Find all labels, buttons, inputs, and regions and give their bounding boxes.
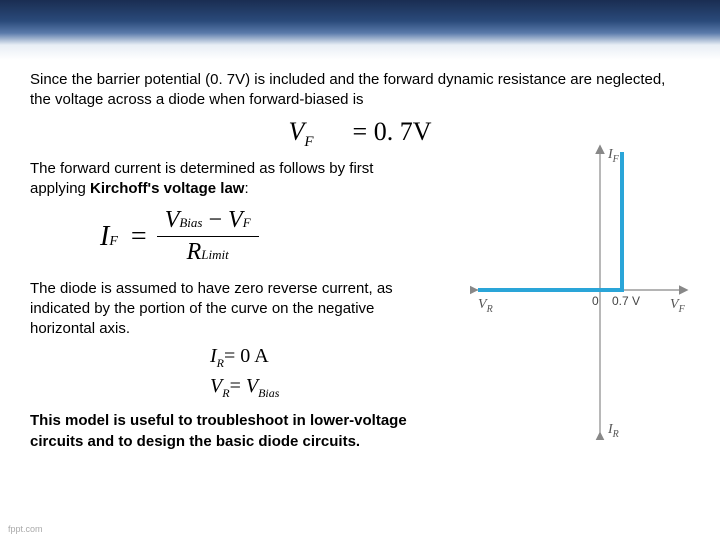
eq2-denominator: RLimit (179, 237, 237, 268)
eq4-Vr: V (246, 375, 258, 397)
eq2-Rsub: Limit (201, 247, 228, 262)
label-vr: VR (478, 297, 493, 315)
equation-vr: VR= VBias (210, 375, 410, 401)
eq2-Vbias-sub: Bias (179, 215, 202, 230)
footer-watermark: fppt.com (8, 524, 43, 534)
label-if: IF (607, 147, 620, 165)
paragraph-3: The diode is assumed to have zero revers… (30, 279, 410, 340)
eq3-rhs: = 0 A (224, 345, 269, 367)
paragraph-1: Since the barrier potential (0. 7V) is i… (30, 70, 690, 111)
eq2-VF: V (228, 207, 243, 233)
label-vf: VF (670, 297, 686, 315)
eq2-VF-sub: F (243, 215, 251, 230)
paragraph-4: This model is useful to troubleshoot in … (30, 411, 410, 452)
label-origin: 0 (592, 294, 599, 308)
eq2-lhs: IF = (100, 221, 147, 253)
eq2-numerator: VBias − VF (157, 205, 259, 237)
iv-curve-svg: IF IR VF VR 0 0.7 V (470, 140, 695, 440)
eq4-Vrsub: Bias (258, 386, 279, 400)
eq2-minus: − (202, 207, 228, 233)
label-knee: 0.7 V (612, 294, 640, 308)
eq2-R: R (187, 239, 202, 265)
eq4-Vl: V (210, 375, 222, 397)
eq1-var: V (288, 117, 304, 146)
eq2-equals: = (131, 221, 147, 252)
eq1-sub: F (304, 134, 313, 150)
iv-curve-diagram: IF IR VF VR 0 0.7 V (470, 140, 695, 440)
eq3-I: I (210, 345, 217, 367)
eq2-Vbias: V (165, 207, 180, 233)
header-gradient-band (0, 0, 720, 60)
equation-if: IF = VBias − VF RLimit (100, 205, 410, 268)
eq3-sub: R (217, 356, 224, 370)
para2-bold: Kirchoff's voltage law (90, 180, 244, 197)
left-column: The forward current is determined as fol… (30, 159, 410, 452)
eq4-Vlsub: R (222, 386, 229, 400)
eq2-fraction: VBias − VF RLimit (157, 205, 259, 268)
equation-ir: IR= 0 A (210, 345, 410, 371)
paragraph-2: The forward current is determined as fol… (30, 159, 410, 200)
eq4-eq: = (230, 375, 246, 397)
eq2-Isub: F (109, 234, 118, 249)
eq2-I: I (100, 221, 109, 252)
para2-tail: : (244, 180, 248, 197)
label-ir: IR (607, 422, 619, 440)
eq1-rhs: = 0. 7V (353, 117, 432, 146)
